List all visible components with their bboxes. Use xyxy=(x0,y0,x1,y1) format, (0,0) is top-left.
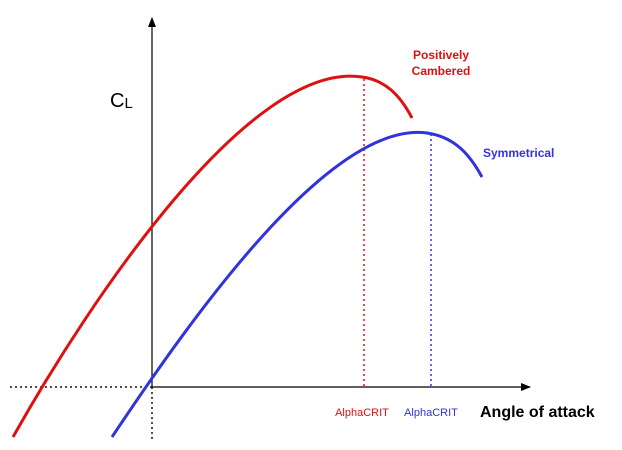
y-axis-label: C xyxy=(110,90,124,112)
symmetrical-lift-curve xyxy=(110,131,484,438)
svg-text:CL: CL xyxy=(110,90,133,112)
y-axis-label-subscript: L xyxy=(124,95,132,112)
symmetrical-crit-label: AlphaCRIT xyxy=(404,407,458,419)
cambered-label-line1: Positively xyxy=(413,48,469,62)
cambered-lift-curve xyxy=(11,74,414,438)
cambered-label-line2: Cambered xyxy=(412,64,471,78)
symmetrical-label: Symmetrical xyxy=(483,146,554,160)
x-axis-label: Angle of attack xyxy=(480,404,595,421)
cambered-crit-label: AlphaCRIT xyxy=(335,407,389,419)
